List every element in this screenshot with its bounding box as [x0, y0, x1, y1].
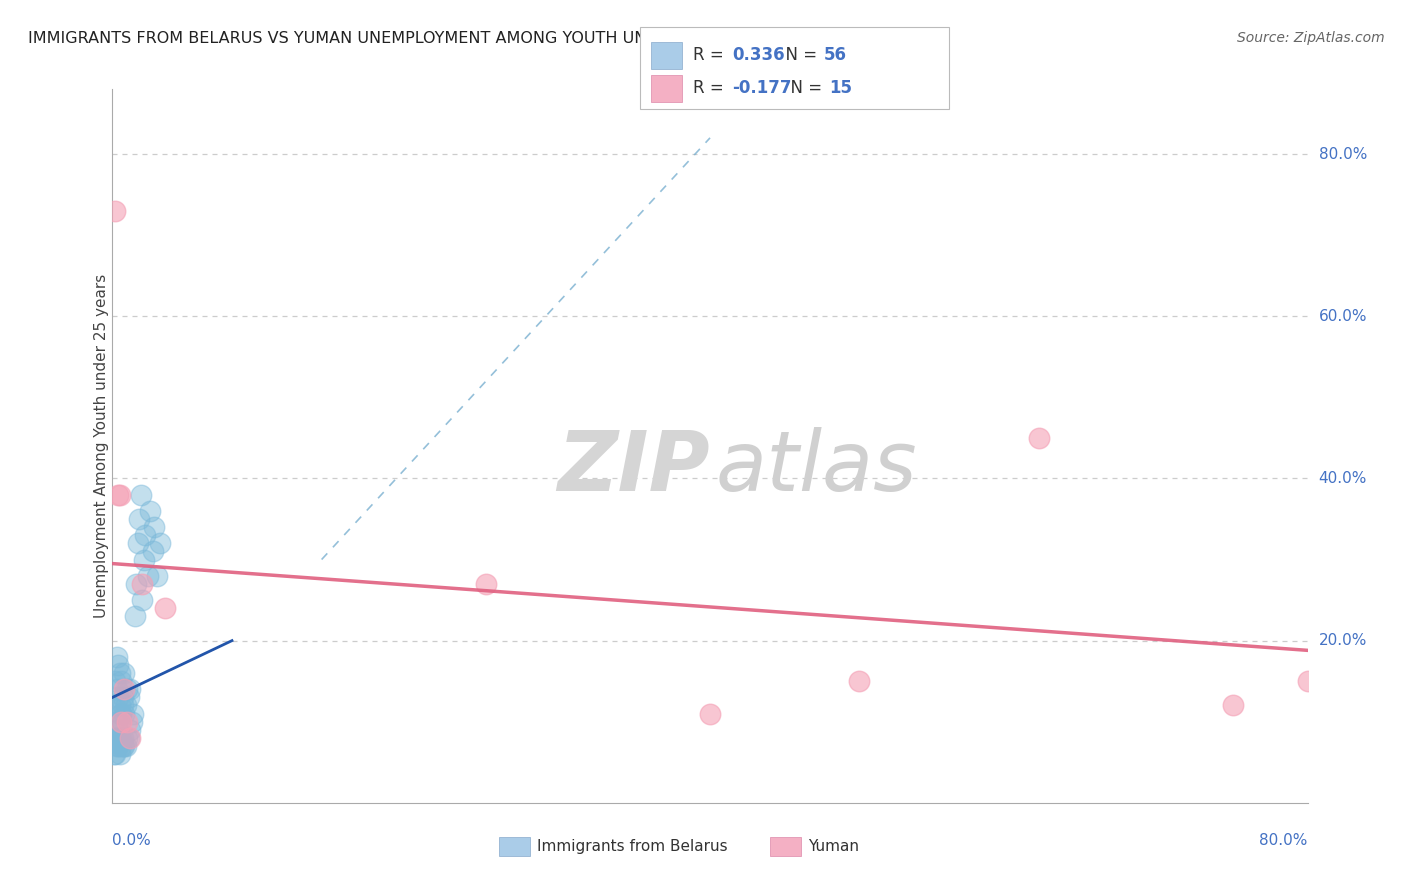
Text: N =: N = — [780, 79, 828, 97]
Point — [124, 609, 146, 624]
Point — [120, 682, 142, 697]
Point — [128, 512, 150, 526]
Text: 40.0%: 40.0% — [1319, 471, 1367, 486]
Point — [153, 601, 176, 615]
Point — [107, 690, 129, 705]
Point — [131, 593, 153, 607]
Point — [111, 731, 134, 745]
Point — [117, 714, 139, 729]
Text: R =: R = — [693, 46, 730, 64]
Point — [107, 657, 129, 672]
Point — [108, 731, 131, 745]
Point — [108, 698, 131, 713]
Point — [143, 520, 166, 534]
Text: 60.0%: 60.0% — [1319, 309, 1367, 324]
Point — [699, 706, 721, 721]
Point — [105, 682, 128, 697]
Point — [122, 706, 145, 721]
Point — [105, 649, 128, 664]
Point — [104, 674, 127, 689]
Point — [138, 568, 160, 582]
Point — [132, 552, 155, 566]
Point — [104, 731, 127, 745]
Point — [114, 706, 135, 721]
Point — [104, 203, 127, 218]
Point — [120, 723, 142, 737]
Point — [114, 739, 135, 753]
Text: 0.0%: 0.0% — [112, 833, 152, 848]
Point — [118, 690, 141, 705]
Point — [115, 698, 138, 713]
Point — [1028, 431, 1050, 445]
Point — [105, 731, 128, 745]
Text: 56: 56 — [824, 46, 846, 64]
Point — [131, 577, 153, 591]
Point — [110, 739, 132, 753]
Point — [114, 666, 135, 681]
Point — [107, 488, 129, 502]
Text: Source: ZipAtlas.com: Source: ZipAtlas.com — [1237, 31, 1385, 45]
Text: 20.0%: 20.0% — [1319, 633, 1367, 648]
Point — [118, 731, 141, 745]
Point — [146, 568, 169, 582]
Point — [110, 706, 132, 721]
Point — [149, 536, 172, 550]
Point — [142, 544, 165, 558]
Point — [103, 698, 125, 713]
Point — [111, 739, 134, 753]
Point — [104, 747, 127, 761]
Text: Yuman: Yuman — [808, 839, 859, 854]
Point — [107, 723, 129, 737]
Text: 80.0%: 80.0% — [1260, 833, 1308, 848]
Point — [105, 739, 128, 753]
Point — [108, 714, 131, 729]
Point — [115, 739, 138, 753]
Point — [1296, 674, 1319, 689]
Point — [111, 698, 134, 713]
Point — [475, 577, 498, 591]
Point — [129, 488, 152, 502]
Point — [108, 666, 131, 681]
Point — [1222, 698, 1244, 713]
Point — [117, 731, 139, 745]
Point — [105, 714, 128, 729]
Text: 0.336: 0.336 — [733, 46, 785, 64]
Point — [110, 706, 132, 721]
Point — [110, 714, 132, 729]
Point — [108, 747, 131, 761]
Y-axis label: Unemployment Among Youth under 25 years: Unemployment Among Youth under 25 years — [94, 274, 108, 618]
Point — [139, 504, 162, 518]
Text: 15: 15 — [830, 79, 852, 97]
Point — [134, 528, 156, 542]
Point — [848, 674, 870, 689]
Point — [121, 714, 143, 729]
Point — [120, 731, 142, 745]
Text: atlas: atlas — [716, 427, 918, 508]
Text: N =: N = — [775, 46, 823, 64]
Text: ZIP: ZIP — [557, 427, 710, 508]
Text: R =: R = — [693, 79, 730, 97]
Point — [117, 682, 139, 697]
Point — [110, 731, 132, 745]
Point — [114, 682, 135, 697]
Point — [125, 577, 148, 591]
Point — [110, 674, 132, 689]
Point — [111, 690, 134, 705]
Point — [107, 723, 129, 737]
Text: -0.177: -0.177 — [733, 79, 792, 97]
Text: IMMIGRANTS FROM BELARUS VS YUMAN UNEMPLOYMENT AMONG YOUTH UNDER 25 YEARS CORRELA: IMMIGRANTS FROM BELARUS VS YUMAN UNEMPLO… — [28, 31, 942, 46]
Point — [103, 747, 125, 761]
Point — [108, 488, 131, 502]
Point — [127, 536, 149, 550]
Point — [107, 739, 129, 753]
Text: Immigrants from Belarus: Immigrants from Belarus — [537, 839, 728, 854]
Text: 80.0%: 80.0% — [1319, 146, 1367, 161]
